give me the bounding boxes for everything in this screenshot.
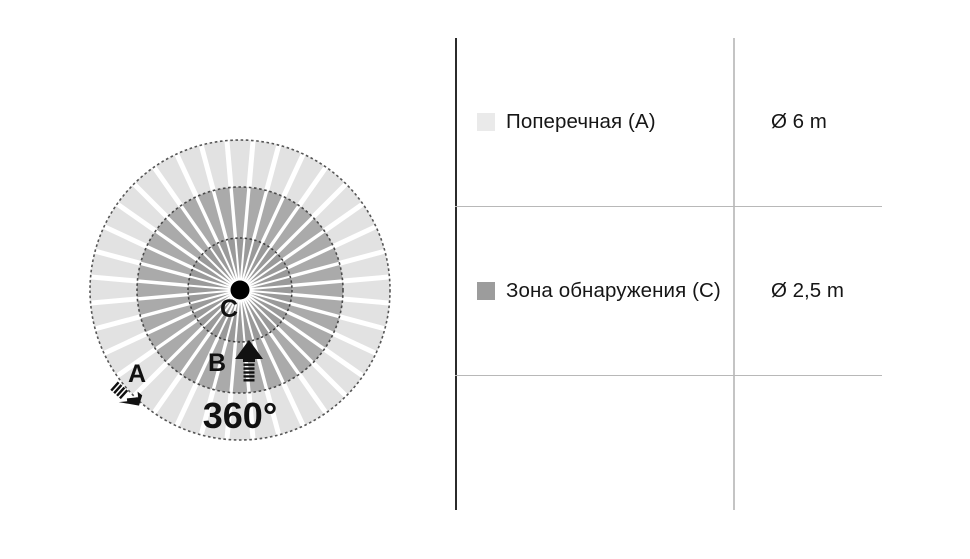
zone-label-c: C <box>220 295 238 323</box>
sensor-center-dot <box>230 280 250 300</box>
zone-label-a: A <box>128 360 146 388</box>
table-row <box>455 376 915 510</box>
table-column-divider <box>733 38 735 510</box>
legend-zone-label: Зона обнаружения (C) <box>506 279 721 302</box>
table-row-divider-1 <box>455 206 882 208</box>
diagram-panel: C B A 360° <box>0 0 440 559</box>
zone-outer-a-border <box>89 139 391 441</box>
360-degree-detection-coverage-diagram: C B A 360° <box>89 139 391 441</box>
zone-label-b: B <box>208 349 226 377</box>
zone-middle-b-border <box>136 186 344 394</box>
legend-zone-cell: Зона обнаружения (C) <box>455 279 733 303</box>
middle-zone-arrow-icon <box>235 340 263 382</box>
angle-label: 360° <box>203 395 277 436</box>
table-row: Зона обнаружения (C) Ø 2,5 m <box>455 207 915 375</box>
outer-zone-arrow-icon <box>110 381 143 406</box>
legend-diameter-value: Ø 6 m <box>771 110 827 133</box>
legend-diameter-value: Ø 2,5 m <box>771 279 844 302</box>
legend-zone-label: Поперечная (A) <box>506 110 656 133</box>
zone-inner-c-spokes <box>188 238 292 342</box>
table-row-divider-2 <box>455 375 882 377</box>
legend-table: Поперечная (A) Ø 6 m Зона обнаружения (C… <box>455 38 915 510</box>
legend-zone-cell: Поперечная (A) <box>455 110 733 134</box>
legend-swatch-icon <box>477 113 495 131</box>
table-left-border <box>455 38 457 510</box>
table-row: Поперечная (A) Ø 6 m <box>455 38 915 206</box>
legend-swatch-icon <box>477 282 495 300</box>
zone-inner-c-border <box>187 237 293 343</box>
